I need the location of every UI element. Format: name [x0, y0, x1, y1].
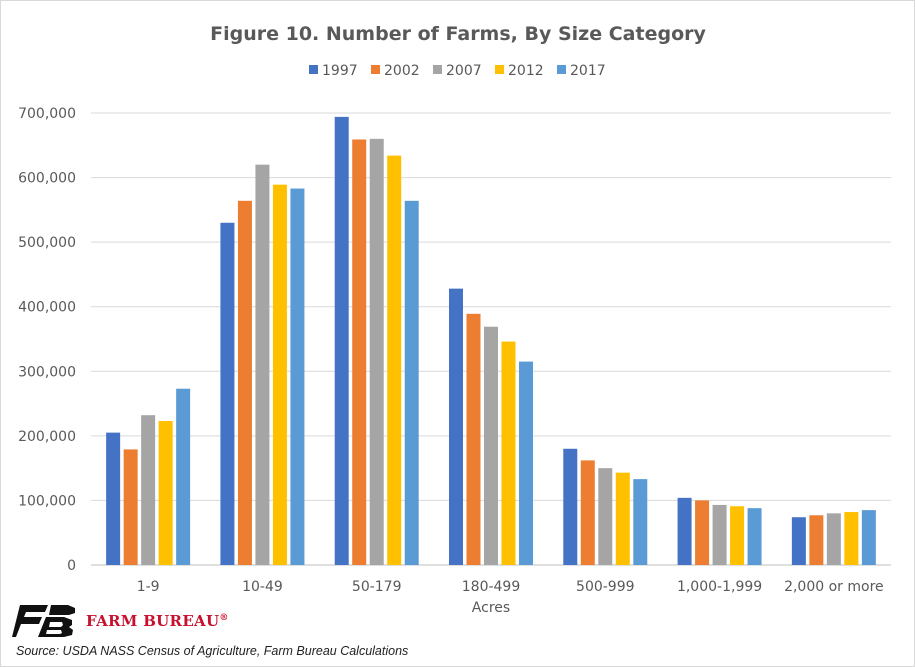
bar-2017: [747, 508, 762, 565]
bar-2002: [237, 200, 252, 565]
bar-1997: [220, 222, 235, 565]
x-tick-label: 10-49: [242, 579, 283, 595]
bar-2012: [387, 155, 402, 566]
bar-2007: [141, 415, 156, 565]
x-tick-label: 180-499: [462, 579, 521, 595]
legend-swatch: [557, 65, 566, 74]
chart-title: Figure 10. Number of Farms, By Size Cate…: [210, 23, 706, 45]
legend-label: 2007: [446, 63, 482, 79]
bar-2017: [404, 200, 419, 565]
bar-1997: [334, 116, 349, 566]
y-tick-label: 700,000: [18, 106, 76, 122]
bar-2012: [158, 421, 173, 565]
bar-2012: [730, 506, 745, 565]
bar-1997: [449, 288, 463, 565]
x-axis-label: Acres: [472, 600, 510, 616]
x-tick-label: 2,000 or more: [784, 579, 884, 595]
bar-2017: [633, 479, 648, 565]
legend-label: 2017: [570, 63, 606, 79]
farm-bureau-logo-icon: [12, 605, 75, 637]
bar-2002: [352, 139, 367, 565]
y-axis-tick-labels: 0 100,000 200,000 300,000 400,000 500,000 600,…: [18, 106, 76, 574]
bars: [106, 116, 876, 566]
bar-1997: [563, 448, 578, 565]
bar-2017: [519, 361, 533, 565]
bar-1997: [106, 432, 121, 565]
bar-2002: [466, 313, 481, 565]
legend-label: 2012: [508, 63, 544, 79]
bar-2007: [598, 468, 613, 565]
bar-2002: [123, 449, 138, 565]
y-tick-label: 600,000: [18, 171, 76, 187]
y-tick-label: 400,000: [18, 300, 76, 316]
legend-swatch: [495, 65, 504, 74]
farm-bureau-brand: FARM BUREAU®: [12, 603, 229, 639]
legend: 1997 2002 2007 2012 2017: [309, 63, 606, 79]
bar-2012: [501, 341, 516, 565]
x-tick-label: 1-9: [137, 579, 160, 595]
bar-2007: [826, 513, 841, 565]
bar-2002: [809, 515, 824, 565]
x-axis-tick-labels: 1-9 10-49 50-179 180-499 500-999 1,000-1,999 2…: [137, 579, 884, 595]
y-tick-label: 100,000: [18, 493, 76, 509]
x-tick-label: 1,000-1,999: [677, 579, 762, 595]
legend-label: 2002: [384, 63, 420, 79]
bar-2012: [844, 512, 859, 565]
y-tick-label: 0: [67, 558, 76, 574]
bar-2012: [272, 184, 287, 565]
bar-2007: [712, 504, 727, 565]
bar-2002: [695, 500, 710, 565]
bar-1997: [791, 517, 806, 565]
x-tick-label: 500-999: [576, 579, 635, 595]
legend-swatch: [371, 65, 380, 74]
x-tick-label: 50-179: [352, 579, 402, 595]
legend-label: 1997: [322, 63, 358, 79]
bar-2017: [861, 510, 876, 565]
bar-2002: [580, 460, 595, 565]
bar-2007: [255, 164, 270, 565]
legend-swatch: [309, 65, 318, 74]
legend-swatch: [433, 65, 442, 74]
y-tick-label: 300,000: [18, 364, 76, 380]
bar-1997: [677, 497, 692, 565]
bar-2007: [484, 326, 498, 565]
y-tick-label: 500,000: [18, 235, 76, 251]
bar-2012: [615, 472, 630, 565]
brand-name: FARM BUREAU®: [86, 612, 229, 630]
bar-2017: [176, 388, 191, 565]
y-tick-label: 200,000: [18, 429, 76, 445]
source-note: Source: USDA NASS Census of Agriculture,…: [16, 644, 409, 658]
bar-2007: [369, 138, 384, 566]
bar-2017: [290, 188, 305, 565]
